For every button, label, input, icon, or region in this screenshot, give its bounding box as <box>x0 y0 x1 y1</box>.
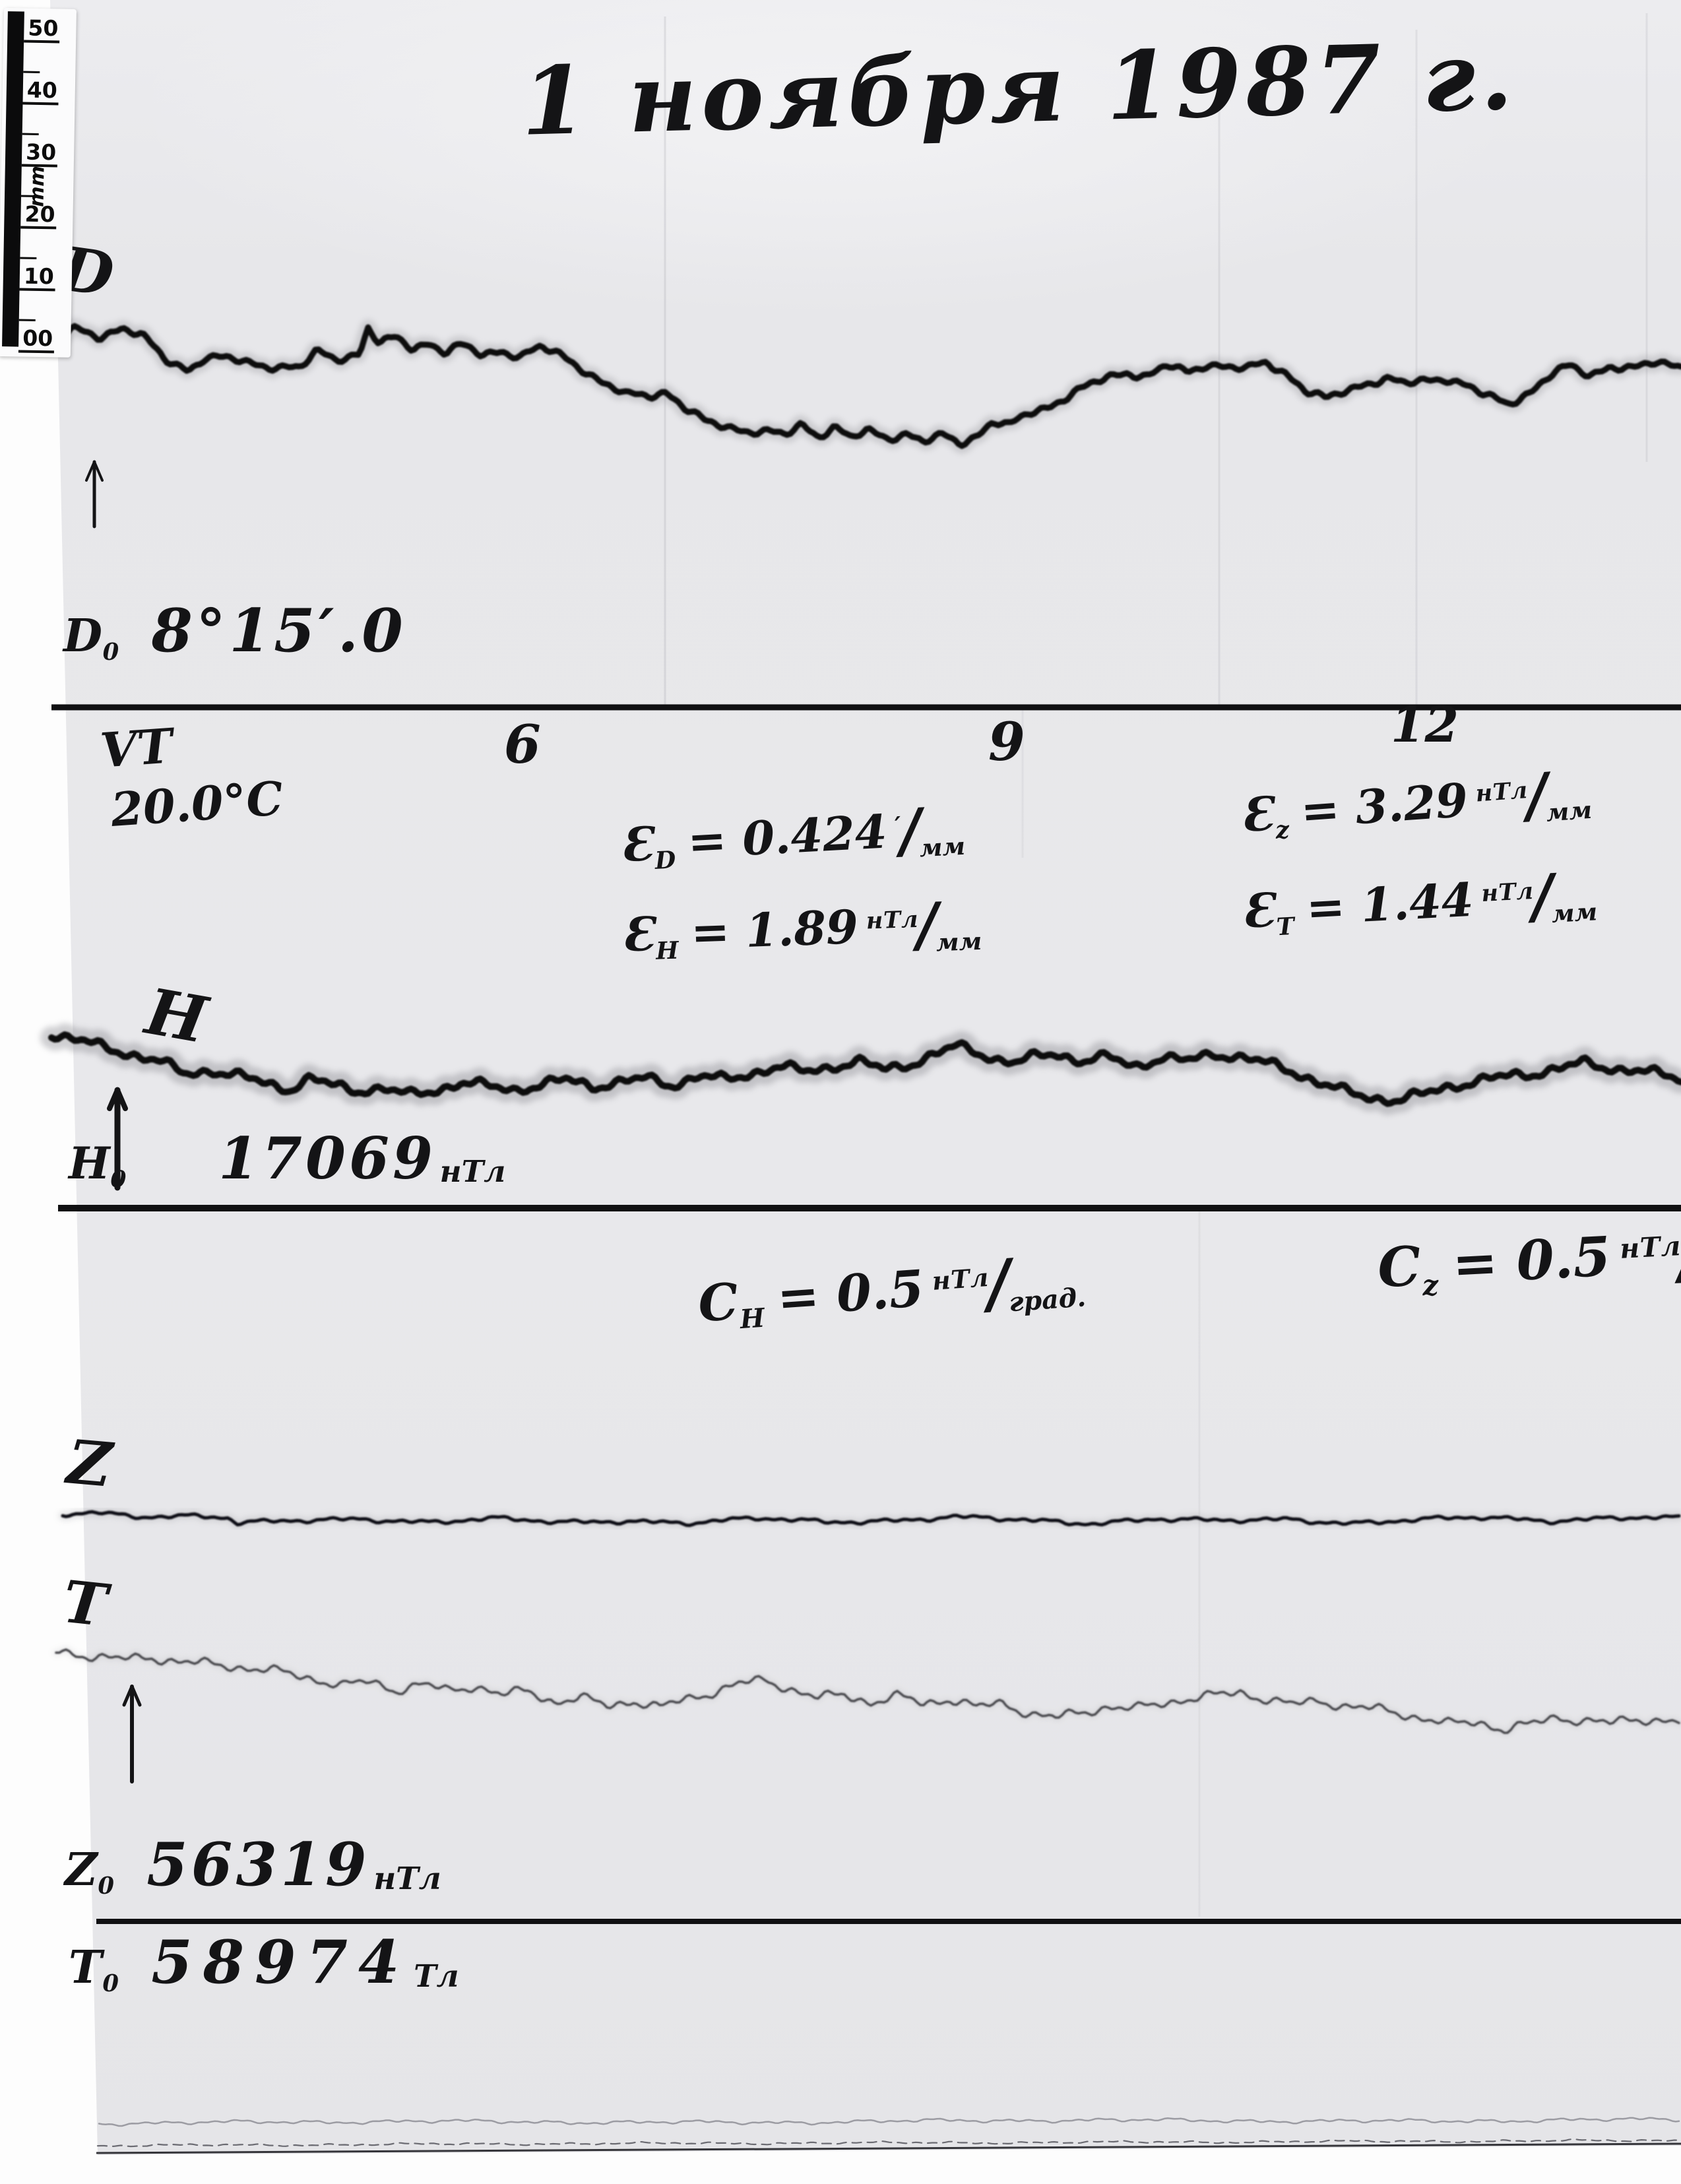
ruler-minor-tick <box>22 133 39 135</box>
handwritten-date-title: 1 ноября 1987 г. <box>520 21 1519 157</box>
hour-label-9: 9 <box>988 711 1025 773</box>
t-trace-label: T <box>59 1566 110 1640</box>
d0-baseline: D0 8°15′.0 <box>63 602 410 664</box>
arrow-head <box>107 1087 128 1111</box>
h0-symbol: H0 <box>69 1138 127 1194</box>
t0-baseline: Т0 58974 Тл <box>69 1933 459 1996</box>
ruler-label-40: 40 <box>26 77 58 104</box>
T-halo <box>53 1646 1681 1736</box>
d0-symbol: D0 <box>63 610 119 666</box>
ruler-black-bar <box>2 11 24 347</box>
epsilon-symbol: Ɛ <box>620 906 656 963</box>
ruler-label-20: 20 <box>24 201 55 228</box>
arrow-head <box>122 1685 142 1707</box>
ruler-minor-tick <box>18 319 36 321</box>
ruler-major-tick <box>18 350 54 354</box>
z0-value: 56319 <box>146 1830 370 1900</box>
epsilon-symbol: Ɛ <box>619 816 655 873</box>
T-trace <box>55 1648 1680 1734</box>
hour-label-6: 6 <box>504 713 541 775</box>
t0-symbol: Т0 <box>69 1941 119 1998</box>
separator-rule <box>58 1205 1681 1211</box>
h-trace-label: H <box>140 973 212 1058</box>
paper-bottom-edge <box>96 2142 1681 2154</box>
t0-value: 58974 <box>151 1928 410 1997</box>
ruler-major-tick <box>19 288 55 292</box>
d0-value: 8°15′.0 <box>151 596 407 666</box>
z0-baseline: Z0 56319 нТл <box>65 1836 441 1898</box>
hour-label-12: 12 <box>1391 697 1459 754</box>
ruler-major-tick <box>22 102 59 106</box>
h0-value: 17069 <box>218 1124 437 1192</box>
h0-baseline: H0 17069 нТл <box>69 1130 505 1192</box>
t0-unit: Тл <box>414 1957 459 1994</box>
epsilon-symbol: Ɛ <box>1238 785 1276 843</box>
z-trace-label: Z <box>64 1426 115 1501</box>
epsilon-symbol: Ɛ <box>1240 882 1277 939</box>
D-trace <box>48 323 1681 449</box>
ruler-label-50: 50 <box>28 15 59 42</box>
Z-trace <box>61 1510 1681 1527</box>
epsilon-h-scale: ƐH = 1.89 нТл/мм <box>620 889 982 965</box>
ruler-label-10: 10 <box>23 263 55 290</box>
arrow-head <box>85 461 104 482</box>
ruler-minor-tick <box>23 71 40 73</box>
separator-rule <box>96 1919 1681 1924</box>
H-trace <box>48 1031 1681 1107</box>
ruler-major-tick <box>24 40 60 44</box>
mm-ruler: mm 50 40 30 20 10 00 <box>0 8 77 358</box>
separator-rule <box>51 704 1681 711</box>
c-symbol: C <box>1376 1235 1423 1301</box>
temperature-label: 20.0°C <box>109 770 285 838</box>
ruler-minor-tick <box>20 257 37 259</box>
z0-unit: нТл <box>373 1859 441 1896</box>
time-axis-label-vt: VT <box>98 717 175 779</box>
ruler-major-tick <box>20 226 57 230</box>
ruler-minor-tick <box>21 195 38 197</box>
z0-symbol: Z0 <box>65 1844 114 1900</box>
h0-unit: нТл <box>439 1154 506 1190</box>
c-symbol: C <box>696 1271 741 1333</box>
bottom-faint-trace <box>98 2117 1680 2127</box>
ruler-label-30: 30 <box>25 139 57 166</box>
ruler-label-00: 00 <box>22 325 53 352</box>
bottom-dashed-trace <box>96 2138 1681 2148</box>
